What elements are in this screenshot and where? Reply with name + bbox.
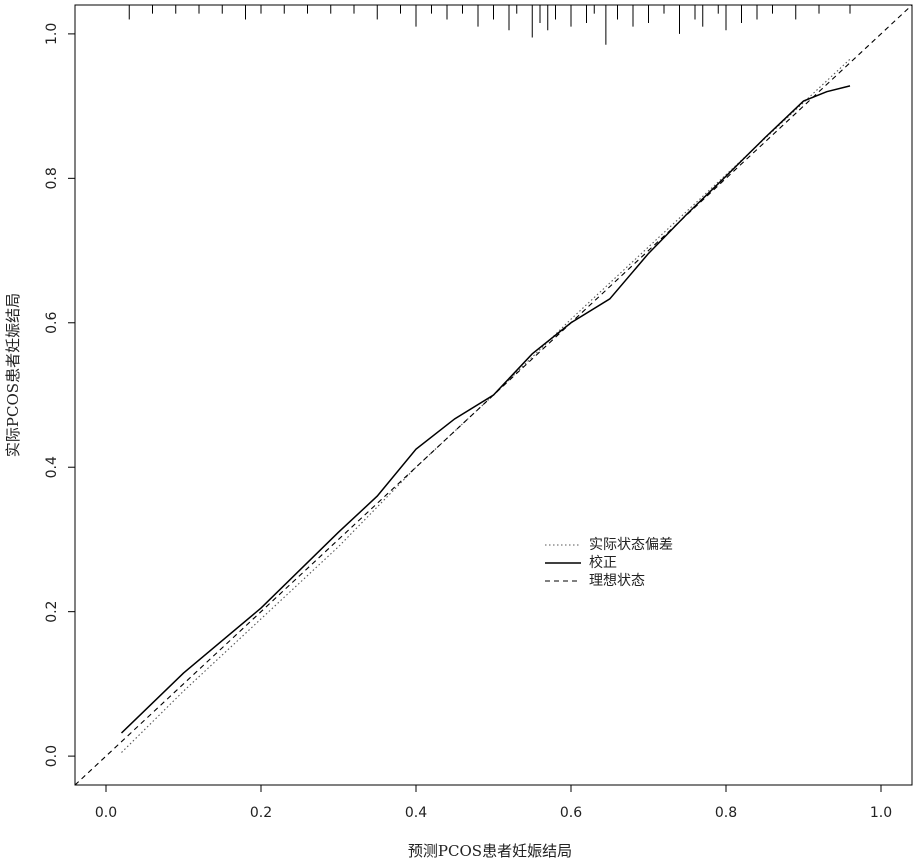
- y-tick-label: 0.8: [44, 167, 60, 189]
- y-tick-label: 0.2: [44, 601, 60, 623]
- y-tick-label: 0.4: [44, 456, 60, 478]
- y-tick-label: 0.6: [44, 312, 60, 334]
- calibration-line: [75, 5, 912, 785]
- y-axis-title: 实际PCOS患者妊娠结局: [4, 293, 22, 457]
- x-tick-label: 0.4: [405, 805, 427, 821]
- legend-label: 校正: [589, 554, 617, 571]
- calibration-line: [121, 58, 851, 753]
- y-tick-label: 1.0: [44, 23, 60, 45]
- x-axis-title: 预测PCOS患者妊娠结局: [408, 842, 572, 860]
- x-tick-label: 0.6: [560, 805, 582, 821]
- x-tick-label: 0.0: [95, 805, 117, 821]
- y-tick-label: 0.0: [44, 745, 60, 767]
- legend-label: 实际状态偏差: [589, 537, 673, 553]
- x-tick-label: 0.8: [715, 805, 737, 821]
- calibration-line: [120, 85, 851, 734]
- legend-label: 理想状态: [589, 573, 645, 589]
- x-tick-label: 0.2: [250, 805, 272, 821]
- x-tick-label: 1.0: [870, 805, 892, 821]
